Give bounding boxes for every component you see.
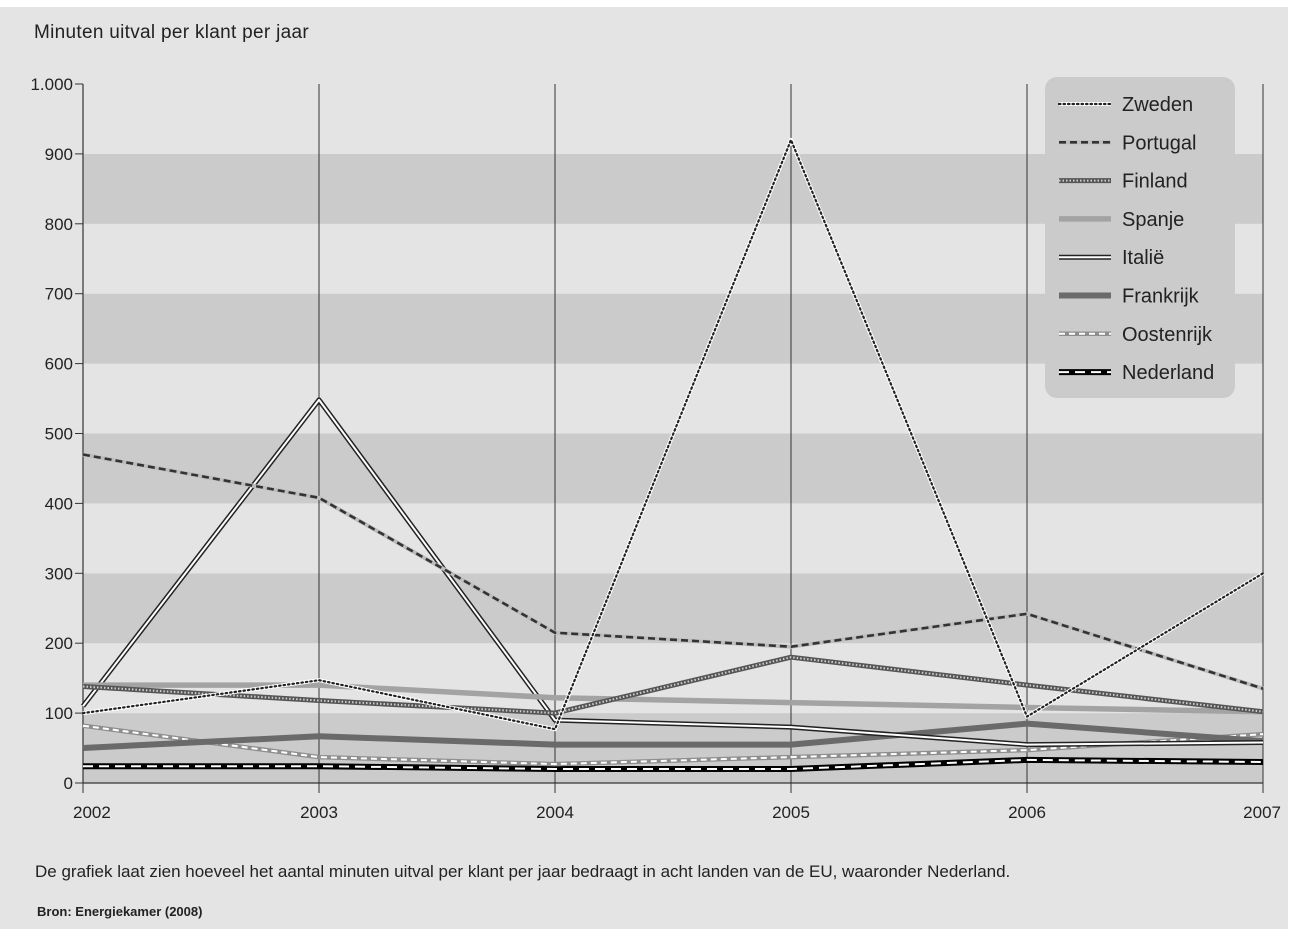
series-finland bbox=[82, 654, 1264, 716]
series-line bbox=[82, 398, 1264, 746]
y-tick-label: 300 bbox=[45, 564, 73, 583]
x-tick-label: 2003 bbox=[300, 803, 338, 822]
y-axis-unit-label: Minuten uitval per klant per jaar bbox=[34, 22, 309, 43]
legend-label: Nederland bbox=[1122, 362, 1214, 384]
legend-item: Italië bbox=[1059, 247, 1164, 269]
series-italië bbox=[81, 397, 1264, 748]
legend-item: Frankrijk bbox=[1059, 286, 1200, 308]
series-line bbox=[82, 453, 1264, 690]
x-tick-label: 2007 bbox=[1243, 803, 1281, 822]
series-frankrijk bbox=[82, 720, 1264, 751]
y-tick-label: 600 bbox=[45, 355, 73, 374]
legend-item: Finland bbox=[1059, 171, 1188, 193]
legend: Zweden Portugal Finland Spanje Italië Frankri… bbox=[1045, 77, 1235, 398]
series-line bbox=[82, 724, 1264, 766]
legend-label: Frankrijk bbox=[1122, 286, 1200, 308]
legend-label: Spanje bbox=[1122, 209, 1184, 231]
series-oostenrijk bbox=[82, 723, 1264, 767]
axes: 0 100 200 300 400 500 600 700 800 900 1.000 2002 200… bbox=[30, 75, 1281, 822]
legend-label: Zweden bbox=[1122, 94, 1193, 116]
x-tick-label: 2006 bbox=[1008, 803, 1046, 822]
x-tick-label: 2002 bbox=[73, 803, 111, 822]
legend-item: Nederland bbox=[1059, 362, 1214, 384]
grid-band bbox=[83, 573, 1263, 644]
legend-item: Portugal bbox=[1059, 132, 1197, 154]
series-lines bbox=[81, 137, 1265, 772]
chart-caption: De grafiek laat zien hoeveel het aantal … bbox=[35, 862, 1011, 881]
series-zweden bbox=[81, 137, 1265, 732]
legend-item: Spanje bbox=[1059, 209, 1184, 231]
x-tick-label: 2004 bbox=[536, 803, 574, 822]
x-tick-label: 2005 bbox=[772, 803, 810, 822]
y-tick-label: 900 bbox=[45, 145, 73, 164]
series-nederland bbox=[83, 756, 1264, 772]
legend-item: Oostenrijk bbox=[1059, 324, 1213, 346]
y-tick-label: 0 bbox=[64, 774, 73, 793]
grid-band bbox=[83, 433, 1263, 504]
legend-label: Oostenrijk bbox=[1122, 324, 1213, 346]
y-tick-label: 400 bbox=[45, 494, 73, 513]
series-line bbox=[81, 138, 1265, 731]
series-portugal bbox=[82, 452, 1264, 691]
y-tick-label: 100 bbox=[45, 704, 73, 723]
series-line bbox=[83, 758, 1264, 770]
series-line bbox=[82, 656, 1264, 715]
y-tick-label: 800 bbox=[45, 215, 73, 234]
series-line bbox=[82, 720, 1264, 751]
y-tick-label: 700 bbox=[45, 285, 73, 304]
legend-label: Portugal bbox=[1122, 132, 1197, 154]
legend-item: Zweden bbox=[1057, 94, 1193, 116]
y-tick-label: 200 bbox=[45, 634, 73, 653]
legend-label: Finland bbox=[1122, 171, 1188, 193]
grid-band bbox=[83, 503, 1263, 574]
legend-box bbox=[1045, 77, 1235, 398]
legend-label: Italië bbox=[1122, 247, 1164, 269]
y-tick-label: 1.000 bbox=[30, 75, 73, 94]
y-tick-label: 500 bbox=[45, 425, 73, 444]
chart-source: Bron: Energiekamer (2008) bbox=[37, 904, 203, 919]
